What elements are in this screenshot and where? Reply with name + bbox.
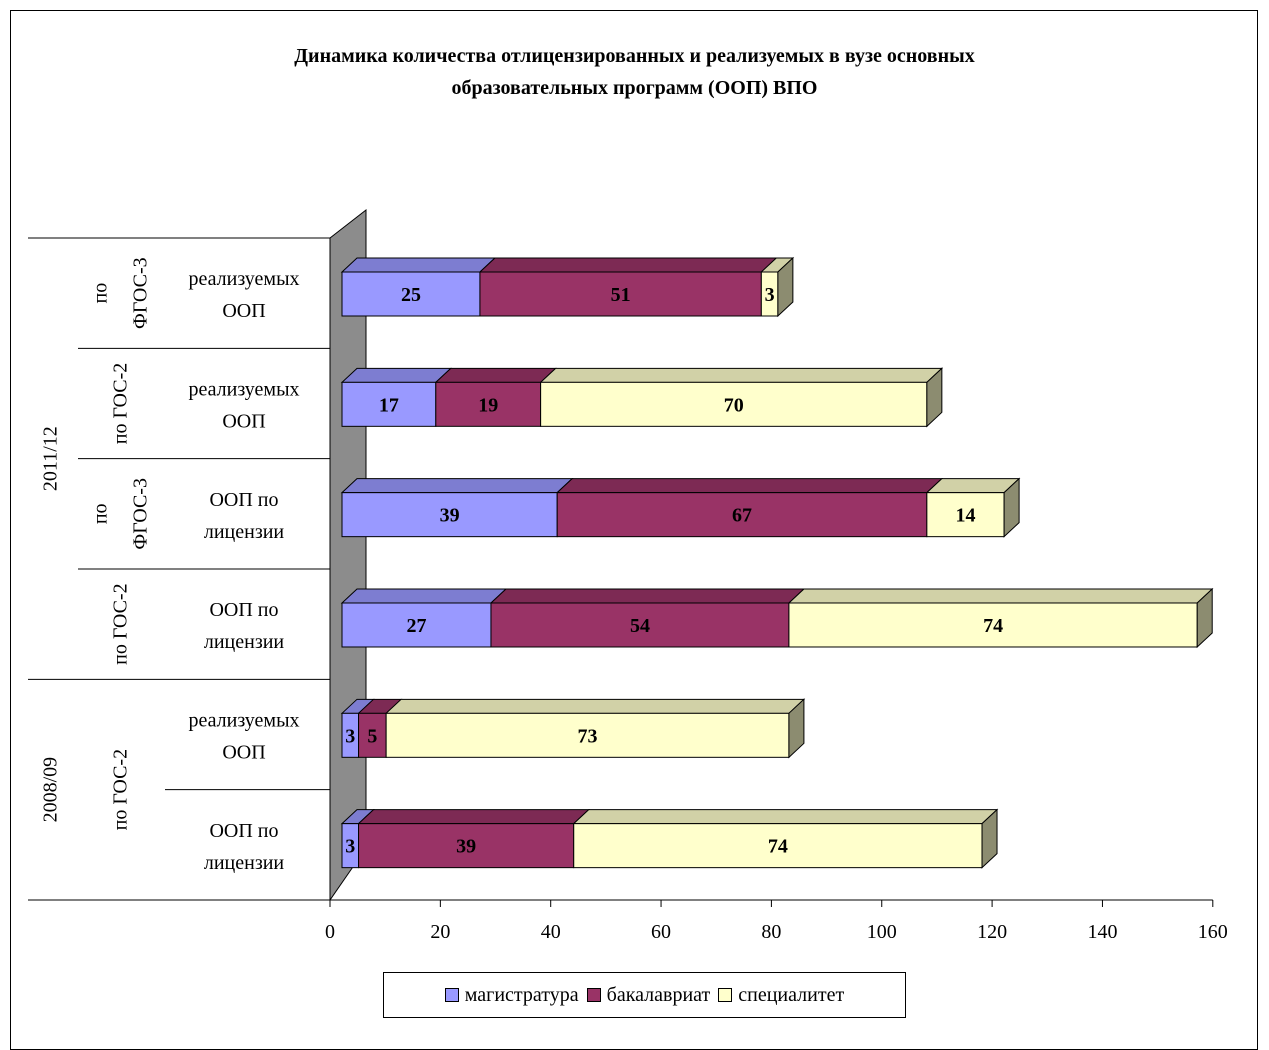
bar-top-face [384,698,806,714]
bar-segment [926,492,1005,538]
category-label: ООП [222,300,265,322]
legend-item-magistratura: магистратура [444,983,579,1007]
bar-segment [341,602,492,648]
data-label: 3 [765,284,775,306]
data-label: 39 [440,505,460,527]
bar-segment [341,381,437,427]
data-label: 73 [578,725,598,747]
data-label: 25 [401,284,421,306]
standard-group-label: ФГОС-3 [130,257,152,329]
data-label: 3 [345,725,355,747]
category-label: лицензии [204,521,285,543]
category-label: лицензии [204,852,285,874]
category-label: ООП [222,410,265,432]
data-label: 67 [732,505,752,527]
data-label: 19 [478,394,498,416]
category-label: ООП [222,741,265,763]
category-label: ООП по [209,599,278,621]
bar-top-face [555,478,944,494]
bar-top-face [572,809,999,825]
data-label: 14 [955,505,975,527]
bar-side-face [777,256,794,318]
chart-legend: магистратура бакалавриат специалитет [383,972,906,1018]
standard-group-label: по [90,283,112,304]
x-tick-label: 80 [761,921,781,943]
bar-segment [385,712,790,758]
bar-top-face [539,367,944,383]
x-tick-label: 20 [430,921,450,943]
x-tick-label: 40 [541,921,561,943]
bar-top-face [925,478,1021,494]
bar-top-face [357,809,591,825]
bar-segment [358,823,575,869]
bar-segment [435,381,542,427]
legend-item-specialitet: специалитет [718,984,844,1007]
bar-top-face [340,257,497,273]
bar-top-face [434,367,557,383]
standard-group-label: ФГОС-3 [130,478,152,550]
data-label: 74 [983,615,1003,637]
chart-title-line-2: образовательных программ (ООП) ВПО [451,77,818,99]
standard-group-label: по ГОС-2 [110,583,132,664]
chart-title: Динамика количества отлицензированных и … [0,40,1269,104]
bar-side-face [788,698,805,759]
data-label: 5 [367,725,377,747]
bar-top-face [489,588,806,604]
legend-item-bakalavriat: бакалавриат [586,983,711,1007]
x-tick-label: 60 [651,921,671,943]
bar-segment [341,492,558,538]
x-tick-label: 160 [1198,921,1228,943]
legend-label-bakalavriat: бакалавриат [606,983,711,1006]
bar-side-face [926,367,943,428]
bar-segment [479,271,762,317]
category-label: ООП по [209,489,278,511]
category-label: лицензии [204,631,285,653]
data-label: 54 [630,615,650,637]
bar-top-face [340,367,453,383]
bar-segment [788,602,1198,648]
bar-top-face [787,588,1214,604]
category-label: реализуемых [188,709,299,731]
year-group-label: 2011/12 [40,426,62,491]
data-label: 27 [406,615,426,637]
data-label: 17 [379,394,399,416]
bar-segment [490,602,790,648]
data-label: 39 [456,836,476,858]
legend-swatch-specialitet [718,988,733,1002]
category-label: реализуемых [188,268,299,290]
year-group-label: 2008/09 [40,757,62,823]
x-tick-label: 100 [867,921,897,943]
category-label: реализуемых [188,378,299,400]
bar-segment [540,381,928,427]
bar-segment [358,712,387,758]
bar-side-face [981,808,998,869]
bar-top-face [340,588,508,604]
category-label: ООП по [209,820,278,842]
bar-segment [556,492,928,538]
legend-label-specialitet: специалитет [738,983,845,1006]
bar-segment [341,271,481,317]
bar-side-face [1196,587,1213,649]
legend-label-magistratura: магистратура [464,983,579,1006]
chart-title-line-1: Динамика количества отлицензированных и … [294,45,975,67]
bar-top-face [478,257,778,273]
standard-group-label: по ГОС-2 [110,749,132,830]
bar-top-face [340,478,574,494]
bar-side-face [1003,477,1020,538]
data-label: 3 [345,836,355,858]
legend-swatch-magistratura [444,988,459,1002]
bar-segment [573,823,983,869]
x-tick-label: 120 [977,921,1007,943]
legend-swatch-bakalavriat [586,988,601,1002]
x-tick-label: 140 [1087,921,1117,943]
standard-group-label: по ГОС-2 [110,363,132,444]
data-label: 74 [768,836,788,858]
x-tick-label: 0 [325,921,335,943]
standard-group-label: по [90,503,112,524]
data-label: 51 [611,284,631,306]
data-label: 70 [724,394,744,416]
